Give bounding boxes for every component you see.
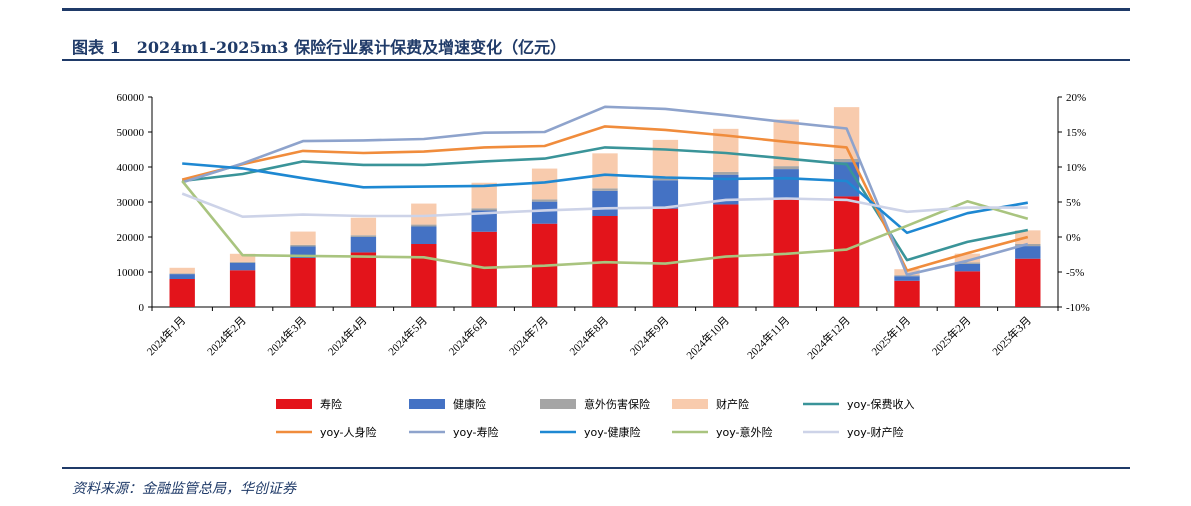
bar-寿险 bbox=[290, 258, 316, 307]
line-yoy-意外险 bbox=[181, 180, 1029, 270]
figure-title: 图表 1 2024m1-2025m3 保险行业累计保费及增速变化（亿元） bbox=[72, 38, 567, 57]
bar-健康险 bbox=[471, 210, 497, 232]
legend-label-yoy-寿险: yoy-寿险 bbox=[453, 425, 499, 439]
legend-label-yoy-人身险: yoy-人身险 bbox=[320, 425, 377, 439]
bar-寿险 bbox=[471, 231, 497, 307]
x-tick-label: 2025年3月 bbox=[989, 313, 1034, 358]
left-tick-label: 0 bbox=[139, 302, 145, 314]
right-tick-label: 20% bbox=[1066, 92, 1086, 104]
legend-swatch-意外伤害保险 bbox=[540, 399, 576, 409]
bar-财产险 bbox=[411, 203, 437, 225]
legend-label-yoy-健康险: yoy-健康险 bbox=[584, 425, 641, 439]
x-tick-label: 2024年3月 bbox=[264, 313, 309, 358]
x-tick-label: 2024年8月 bbox=[566, 313, 611, 358]
bar-健康险 bbox=[290, 246, 316, 258]
left-tick-label: 20000 bbox=[117, 232, 145, 244]
legend-swatch-寿险 bbox=[276, 399, 312, 409]
bar-意外伤害保险 bbox=[833, 158, 860, 163]
left-tick-label: 60000 bbox=[117, 92, 145, 104]
bar-寿险 bbox=[411, 244, 437, 307]
line-yoy-财产险 bbox=[181, 192, 1028, 218]
x-tick-label: 2025年2月 bbox=[929, 313, 974, 358]
x-tick-label: 2025年1月 bbox=[868, 313, 913, 358]
right-tick-label: -5% bbox=[1066, 267, 1084, 279]
bar-意外伤害保险 bbox=[773, 166, 799, 170]
bar-健康险 bbox=[592, 190, 618, 216]
bottom-rule bbox=[62, 467, 1130, 469]
legend-swatch-财产险 bbox=[672, 399, 708, 409]
bar-意外伤害保险 bbox=[954, 262, 981, 264]
title-rule bbox=[62, 59, 1130, 61]
bar-意外伤害保险 bbox=[652, 177, 679, 181]
bar-健康险 bbox=[954, 263, 981, 272]
legend-swatch-健康险 bbox=[409, 399, 445, 409]
bar-寿险 bbox=[833, 196, 860, 307]
top-rule bbox=[62, 8, 1130, 11]
bar-意外伤害保险 bbox=[713, 171, 739, 175]
x-tick-label: 2024年12月 bbox=[804, 313, 853, 362]
x-tick-label: 2024年10月 bbox=[683, 313, 732, 362]
x-tick-label: 2024年9月 bbox=[627, 313, 672, 358]
bar-健康险 bbox=[169, 274, 195, 279]
bar-意外伤害保险 bbox=[229, 261, 256, 263]
bar-财产险 bbox=[652, 139, 679, 178]
bar-寿险 bbox=[894, 280, 920, 307]
legend-label-yoy-保费收入: yoy-保费收入 bbox=[847, 397, 915, 411]
legend-label-yoy-财产险: yoy-财产险 bbox=[847, 425, 904, 439]
chart: 0 10000 20000 30000 40000 50000 60000 -10% -5% 0%… bbox=[117, 92, 1090, 439]
legend-label-yoy-意外险: yoy-意外险 bbox=[716, 425, 773, 439]
legend-label-意外伤害保险: 意外伤害保险 bbox=[584, 397, 650, 411]
line-yoy-健康险 bbox=[182, 162, 1029, 235]
bar-寿险 bbox=[169, 279, 195, 307]
source-note: 资料来源：金融监管总局，华创证券 bbox=[72, 481, 296, 497]
bar-意外伤害保险 bbox=[471, 208, 497, 211]
line-yoy-人身险 bbox=[181, 125, 1029, 272]
right-tick-label: 0% bbox=[1066, 232, 1081, 244]
bar-健康险 bbox=[894, 276, 920, 281]
left-tick-label: 30000 bbox=[117, 197, 145, 209]
bar-寿险 bbox=[954, 271, 981, 307]
x-tick-label: 2024年5月 bbox=[385, 313, 430, 358]
line-yoy-寿险 bbox=[181, 105, 1029, 277]
x-tick-label: 2024年7月 bbox=[506, 313, 551, 358]
x-tick-label: 2024年1月 bbox=[143, 313, 188, 358]
bar-健康险 bbox=[350, 237, 377, 253]
left-tick-label: 10000 bbox=[117, 267, 145, 279]
right-tick-label: 10% bbox=[1066, 162, 1086, 174]
bar-健康险 bbox=[531, 201, 558, 224]
bar-财产险 bbox=[350, 217, 377, 236]
right-tick-label: 15% bbox=[1066, 127, 1086, 139]
legend-label-财产险: 财产险 bbox=[716, 397, 749, 411]
bar-健康险 bbox=[1015, 246, 1041, 259]
bar-健康险 bbox=[229, 262, 256, 271]
left-tick-label: 40000 bbox=[117, 162, 145, 174]
bar-财产险 bbox=[954, 253, 981, 263]
bar-财产险 bbox=[229, 253, 256, 262]
bar-寿险 bbox=[229, 270, 256, 307]
legend-label-寿险: 寿险 bbox=[320, 397, 342, 411]
x-tick-label: 2024年6月 bbox=[445, 313, 490, 358]
x-tick-label: 2024年11月 bbox=[744, 313, 793, 362]
bar-财产险 bbox=[290, 231, 316, 245]
bar-健康险 bbox=[773, 169, 799, 200]
bar-财产险 bbox=[169, 267, 195, 274]
bar-财产险 bbox=[592, 153, 618, 189]
bar-意外伤害保险 bbox=[350, 235, 377, 237]
bar-意外伤害保险 bbox=[290, 244, 316, 247]
bar-寿险 bbox=[350, 252, 377, 307]
bar-健康险 bbox=[411, 226, 437, 244]
bar-寿险 bbox=[1015, 258, 1041, 307]
bar-意外伤害保险 bbox=[592, 188, 618, 191]
bar-寿险 bbox=[652, 208, 679, 307]
bar-健康险 bbox=[652, 180, 679, 209]
bar-意外伤害保险 bbox=[411, 224, 437, 227]
x-tick-label: 2024年2月 bbox=[204, 313, 249, 358]
bar-意外伤害保险 bbox=[531, 199, 558, 202]
left-tick-label: 50000 bbox=[117, 127, 145, 139]
right-tick-label: -10% bbox=[1066, 302, 1090, 314]
x-tick-label: 2024年4月 bbox=[325, 313, 370, 358]
legend-label-健康险: 健康险 bbox=[453, 397, 486, 411]
right-tick-label: 5% bbox=[1066, 197, 1081, 209]
bar-意外伤害保险 bbox=[169, 273, 195, 275]
